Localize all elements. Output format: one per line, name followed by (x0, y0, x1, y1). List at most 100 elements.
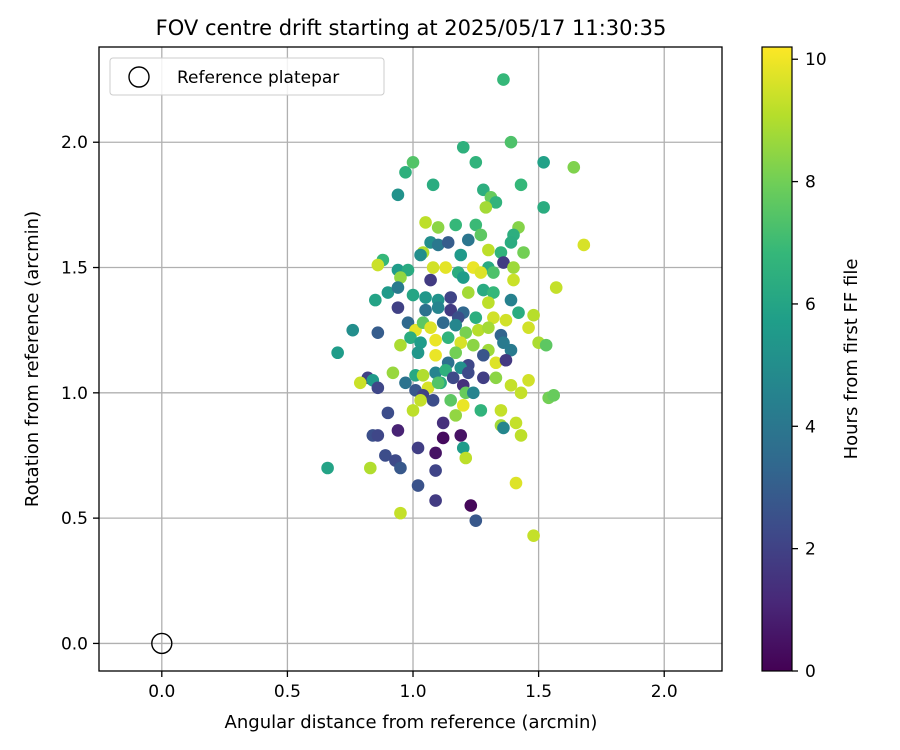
data-point (429, 366, 442, 380)
data-point (509, 476, 523, 490)
data-point (394, 461, 407, 475)
data-point (426, 178, 440, 192)
plot-frame (98, 46, 723, 672)
x-tick-label: 2.0 (651, 682, 678, 702)
data-point (507, 261, 520, 274)
reference-marker-group (151, 632, 173, 655)
data-point (499, 353, 513, 367)
x-axis-ticks: 0.0 0.5 1.0 1.5 2.0 (148, 671, 678, 702)
data-point (454, 336, 468, 350)
data-point (386, 366, 400, 380)
data-point (497, 73, 510, 86)
colorbar-tick-label: 2 (805, 540, 816, 560)
legend-open-circle-marker (128, 66, 150, 88)
data-point (406, 288, 420, 302)
data-point (404, 331, 417, 344)
data-point (394, 506, 407, 520)
colorbar-tick-label: 0 (805, 662, 816, 682)
data-point (431, 376, 445, 390)
data-point (489, 356, 503, 370)
data-point (469, 155, 483, 169)
data-point (537, 155, 550, 169)
data-point (469, 311, 483, 324)
data-point (379, 449, 392, 462)
data-point (459, 326, 473, 339)
colorbar-ticks: 0 2 4 6 8 10 (792, 50, 827, 682)
data-point (507, 273, 520, 287)
chart-title: FOV centre drift starting at 2025/05/17 … (156, 16, 667, 40)
data-point (449, 218, 463, 232)
data-point (391, 188, 405, 202)
data-point (467, 338, 480, 352)
data-point (514, 429, 528, 442)
data-point (399, 376, 412, 390)
data-point (321, 461, 334, 475)
data-point (509, 416, 523, 430)
data-point (504, 379, 518, 392)
data-point (411, 441, 425, 455)
data-points (321, 73, 591, 542)
data-point (527, 308, 540, 322)
data-point (371, 326, 385, 339)
data-point (504, 293, 518, 307)
colorbar-tick-label: 4 (805, 417, 816, 437)
data-point (441, 236, 455, 249)
data-point (482, 321, 495, 334)
data-point (369, 293, 382, 307)
data-point (446, 371, 460, 385)
data-point (454, 248, 468, 262)
data-point (381, 406, 395, 420)
colorbar-label: Hours from first FF file (841, 259, 862, 460)
data-point (371, 429, 385, 442)
data-point (469, 514, 483, 527)
data-point (504, 343, 518, 357)
data-point (467, 386, 480, 400)
data-point (426, 261, 440, 274)
x-tick-label: 1.5 (525, 682, 552, 702)
x-tick-label: 1.0 (399, 682, 426, 702)
data-point (414, 248, 427, 262)
data-point (517, 246, 530, 259)
data-point (479, 201, 493, 214)
data-point (436, 416, 450, 430)
data-point (461, 286, 475, 299)
data-point (512, 306, 525, 319)
grid-lines (99, 47, 722, 671)
data-point (474, 266, 488, 279)
data-point (474, 404, 488, 417)
data-point (469, 218, 483, 232)
data-point (419, 291, 432, 304)
x-tick-label: 0.5 (274, 682, 301, 702)
data-point (461, 366, 475, 380)
data-point (489, 371, 503, 385)
data-point (487, 311, 500, 324)
data-point (514, 178, 528, 192)
data-point (482, 296, 495, 309)
colorbar-tick-label: 8 (805, 173, 816, 193)
data-point (419, 216, 432, 229)
legend-box (109, 57, 385, 96)
legend-entry-label: Reference platepar (177, 68, 339, 88)
data-point (494, 404, 508, 417)
data-point (416, 368, 430, 382)
data-point (424, 321, 437, 334)
colorbar: 0 2 4 6 8 10 Hours from first FF file (761, 46, 862, 682)
data-point (411, 346, 425, 360)
data-point (456, 271, 470, 284)
y-axis-label: Rotation from reference (arcmin) (22, 211, 43, 507)
data-point (391, 281, 405, 294)
data-point (477, 371, 490, 385)
data-point (456, 399, 470, 412)
data-point (449, 318, 463, 332)
data-point (477, 283, 490, 297)
data-point (499, 313, 513, 327)
data-point (353, 376, 367, 390)
data-point (436, 316, 450, 329)
data-point (364, 461, 377, 475)
data-point (504, 135, 518, 149)
data-point (414, 336, 427, 350)
data-point (449, 409, 463, 422)
data-point (472, 323, 485, 337)
data-point (577, 238, 591, 252)
